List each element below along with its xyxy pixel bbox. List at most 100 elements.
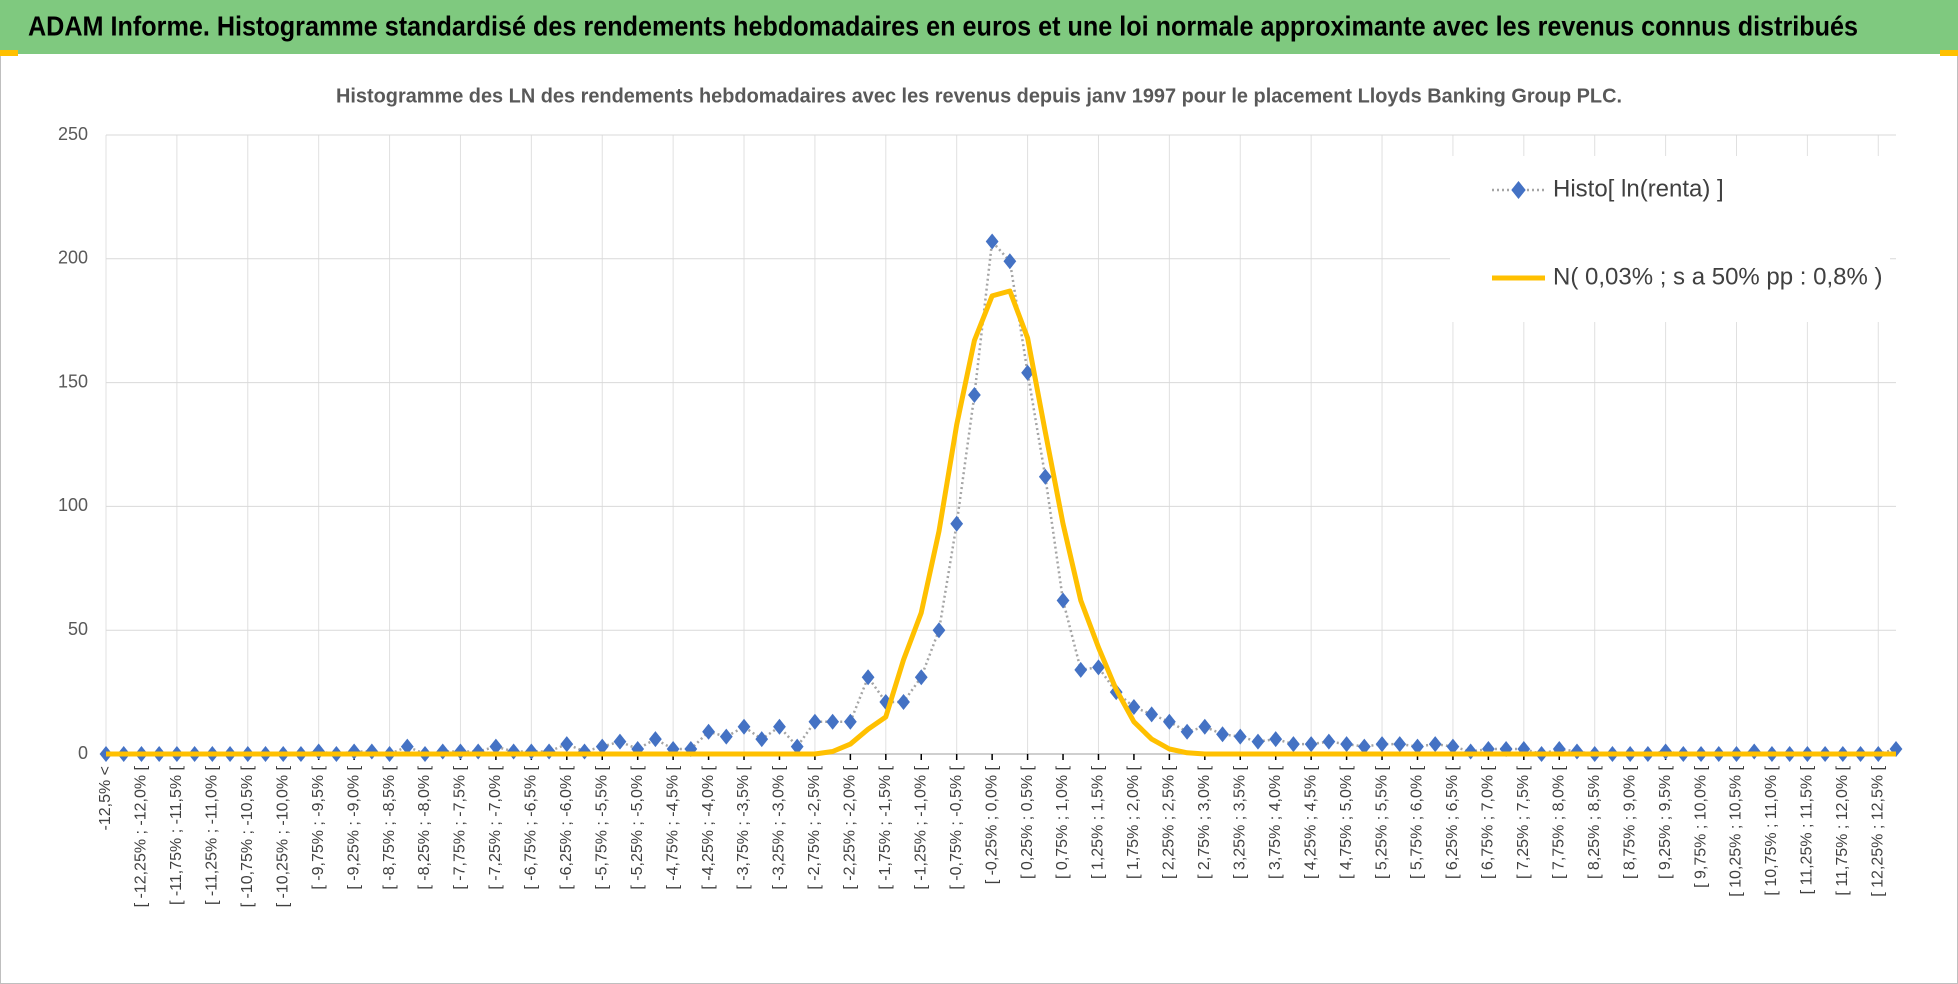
x-tick-label: [ 7,25% ; 7,5% [ <box>1515 765 1532 879</box>
x-tick-label: [ 2,25% ; 2,5% [ <box>1161 765 1178 879</box>
data-point <box>1411 738 1424 755</box>
data-point <box>914 669 928 686</box>
data-point <box>1269 731 1283 748</box>
data-point <box>1145 706 1159 723</box>
x-tick-label: [ -5,25% ; -5,0% [ <box>629 765 646 889</box>
data-point <box>897 694 910 711</box>
data-point <box>1233 728 1247 745</box>
x-tick-label: [ -11,25% ; -11,0% [ <box>204 765 221 905</box>
x-tick-label: [ 5,75% ; 6,0% [ <box>1409 765 1426 879</box>
y-tick-label: 100 <box>58 495 88 515</box>
x-tick-label: [ -6,75% ; -6,5% [ <box>523 765 540 889</box>
x-tick-label: [ 1,25% ; 1,5% [ <box>1090 765 1107 879</box>
x-tick-label: [ 8,25% ; 8,5% [ <box>1586 765 1603 879</box>
plot-area: 0 50 100 150 200 250 -12,5% < [ -12,25% ; -12,0… <box>58 124 1903 907</box>
data-point <box>702 723 715 740</box>
x-tick-label: [ -8,75% ; -8,5% [ <box>381 765 398 889</box>
data-point <box>1092 659 1105 676</box>
chart-title: Histogramme des LN des rendements hebdom… <box>336 85 1622 107</box>
data-point <box>560 736 574 753</box>
x-tick-label: [ 2,75% ; 3,0% [ <box>1196 765 1213 879</box>
x-tick-label: [ -2,75% ; -2,5% [ <box>806 765 823 889</box>
data-point <box>773 718 786 735</box>
data-point <box>613 733 627 750</box>
x-tick-label: [ 3,25% ; 3,5% [ <box>1231 765 1248 879</box>
x-tick-label: [ 11,75% ; 12,0% [ <box>1834 765 1851 895</box>
data-point <box>489 738 503 755</box>
data-point <box>737 718 751 735</box>
x-tick-label: [ 12,25% ; 12,5% [ <box>1869 765 1886 896</box>
data-point <box>1198 718 1212 735</box>
y-tick-label: 150 <box>58 371 88 391</box>
header-accent <box>1940 50 1958 56</box>
data-point <box>400 738 414 755</box>
x-tick-label: [ -3,75% ; -3,5% [ <box>735 765 752 889</box>
x-tick-label: [ -9,25% ; -9,0% [ <box>345 765 362 889</box>
legend-label: N( 0,03% ; s a 50% pp : 0,8% ) <box>1553 263 1883 290</box>
data-point <box>1251 733 1265 750</box>
x-tick-label: [ 6,25% ; 6,5% [ <box>1444 765 1461 879</box>
data-point <box>1446 738 1460 755</box>
x-tick-label: [ 5,25% ; 5,5% [ <box>1373 765 1390 879</box>
data-point <box>968 386 981 403</box>
data-point <box>1375 736 1389 753</box>
x-tick-label: [ -8,25% ; -8,0% [ <box>416 765 433 889</box>
x-tick-label: [ -7,75% ; -7,5% [ <box>452 765 469 889</box>
data-point <box>1428 736 1442 753</box>
y-tick-label: 0 <box>78 743 88 763</box>
y-tick-label: 50 <box>68 619 88 639</box>
x-tick-label: [ -4,75% ; -4,5% [ <box>664 765 681 889</box>
x-tick-label: [ 8,75% ; 9,0% [ <box>1621 765 1638 879</box>
x-tick-label: [ -9,75% ; -9,5% [ <box>310 765 327 889</box>
x-tick-label: [ 9,75% ; 10,0% [ <box>1692 765 1709 887</box>
x-tick-label: [ 1,75% ; 2,0% [ <box>1125 765 1142 879</box>
x-tick-label: [ -3,25% ; -3,0% [ <box>771 765 788 889</box>
x-tick-label: [ 0,25% ; 0,5% [ <box>1019 765 1036 879</box>
header-accent <box>0 50 18 56</box>
data-point <box>1304 736 1318 753</box>
data-point <box>985 233 999 250</box>
data-point <box>1322 733 1336 750</box>
data-point <box>1287 736 1300 753</box>
data-point <box>1499 741 1513 758</box>
data-point <box>719 728 733 745</box>
data-point <box>1357 738 1371 755</box>
x-tick-label: [ -0,25% ; 0,0% [ <box>983 765 1000 884</box>
data-point <box>755 731 769 748</box>
data-point <box>1021 364 1034 381</box>
legend-box <box>1450 156 1890 322</box>
data-point <box>1180 723 1194 740</box>
x-tick-label: [ -0,75% ; -0,5% [ <box>948 765 965 889</box>
x-tick-label: [ -2,25% ; -2,0% [ <box>842 765 859 889</box>
x-tick-label: [ 10,25% ; 10,5% [ <box>1728 765 1745 896</box>
series-line <box>106 288 1896 757</box>
x-tick-label: [ -7,25% ; -7,0% [ <box>487 765 504 889</box>
y-tick-label: 250 <box>58 124 88 144</box>
x-tick-label: [ -5,75% ; -5,5% [ <box>593 765 610 889</box>
x-tick-label: [ -12,25% ; -12,0% [ <box>133 765 150 907</box>
x-tick-label: [ 3,75% ; 4,0% [ <box>1267 765 1284 879</box>
data-point <box>1074 661 1088 678</box>
x-tick-label: [ 7,75% ; 8,0% [ <box>1550 765 1567 879</box>
x-tick-label: [ 10,75% ; 11,0% [ <box>1763 765 1780 895</box>
data-point <box>932 622 946 639</box>
data-point <box>1038 468 1052 485</box>
legend-marker <box>1511 181 1526 199</box>
x-tick-label: [ 9,25% ; 9,5% [ <box>1657 765 1674 879</box>
data-point <box>861 669 875 686</box>
x-tick-label: [ 4,25% ; 4,5% [ <box>1302 765 1319 879</box>
x-tick-label: [ 11,25% ; 11,5% [ <box>1799 765 1816 894</box>
legend-label: Histo[ ln(renta) ] <box>1553 175 1724 202</box>
data-point <box>843 713 857 730</box>
data-point <box>826 713 840 730</box>
data-point <box>1162 713 1176 730</box>
data-point <box>1393 736 1407 753</box>
x-tick-label: [ 0,75% ; 1,0% [ <box>1054 765 1071 879</box>
x-tick-label: [ -10,75% ; -10,5% [ <box>239 765 256 907</box>
x-tick-label: [ -11,75% ; -11,5% [ <box>168 765 185 905</box>
data-point <box>649 731 662 748</box>
x-tick-label: [ -1,75% ; -1,5% [ <box>877 765 894 889</box>
data-point <box>1340 736 1353 753</box>
data-point <box>595 738 609 755</box>
